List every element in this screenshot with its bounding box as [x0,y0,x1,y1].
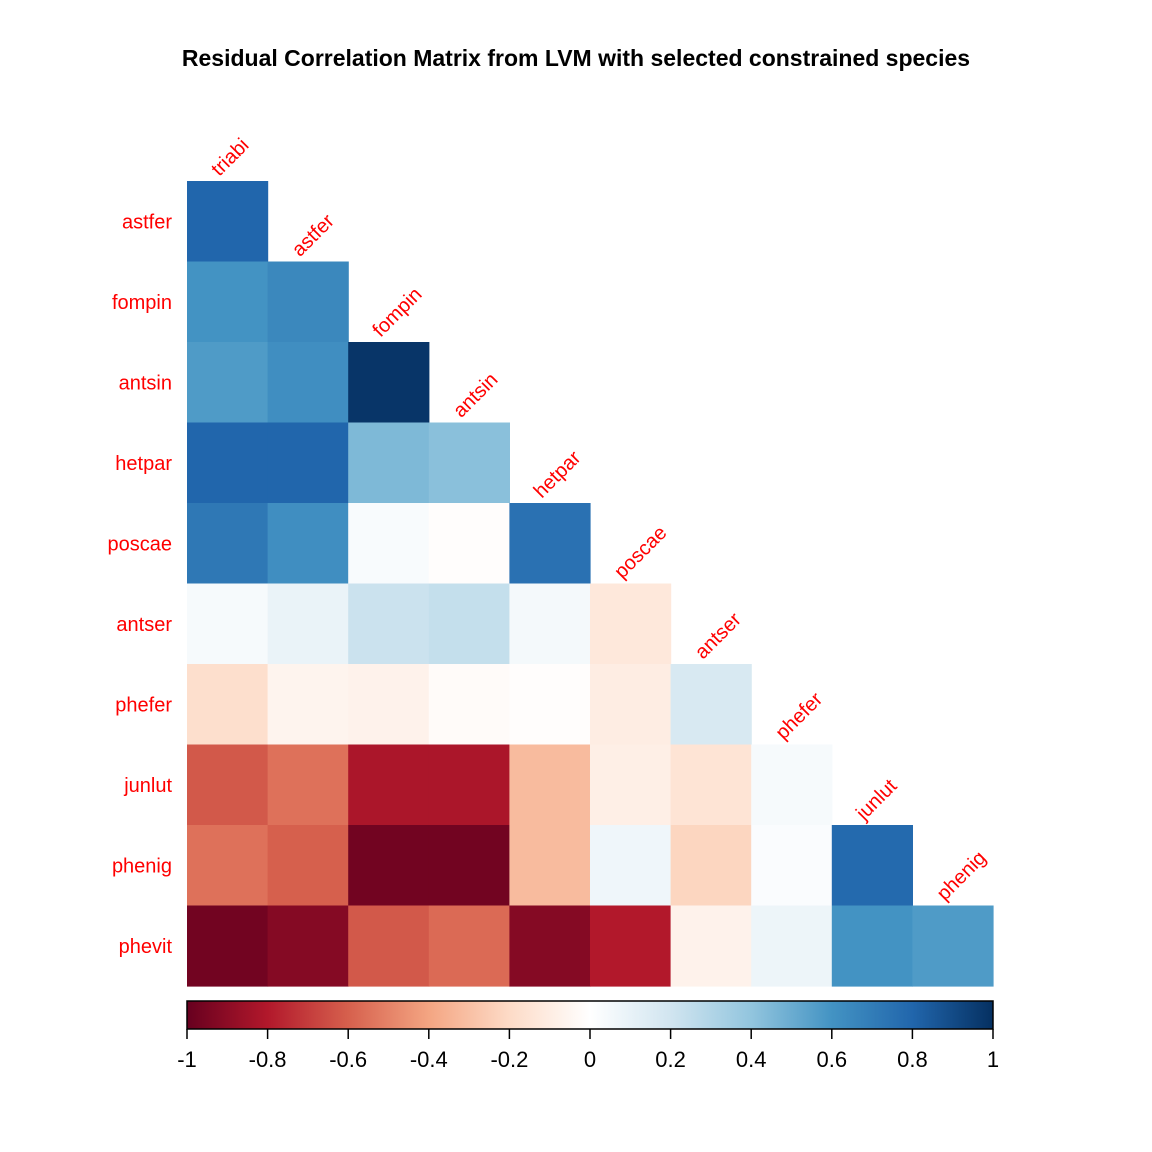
heatmap-cell-antsin-triabi [187,342,269,424]
heatmap-cell-junlut-poscae [590,744,672,826]
column-label-triabi: triabi [207,134,253,180]
heatmap-cell-antser-fompin [348,583,430,665]
heatmap-cell-poscae-hetpar [509,503,591,585]
heatmap-cell-poscae-fompin [348,503,430,585]
colorbar-tick-label: -0.4 [410,1047,448,1072]
row-label-poscae: poscae [108,533,173,555]
heatmap-cell-phevit-fompin [348,905,430,987]
heatmap-cells [187,181,994,987]
heatmap-cell-phefer-fompin [348,664,430,746]
heatmap-cell-phenig-junlut [831,825,913,907]
colorbar-tick-label: 1 [987,1047,999,1072]
row-label-phenig: phenig [112,855,172,877]
heatmap-cell-phenig-triabi [187,825,269,907]
colorbar-gradient [186,1000,994,1030]
heatmap-cell-phevit-antser [670,905,752,987]
column-label-antsin: antsin [449,369,502,422]
heatmap-cell-phevit-phenig [912,905,994,987]
colorbar-tick-label: -0.2 [490,1047,528,1072]
heatmap-cell-hetpar-astfer [267,422,349,504]
heatmap-cell-phenig-antser [670,825,752,907]
heatmap-cell-phevit-antsin [428,905,510,987]
heatmap-cell-phevit-poscae [590,905,672,987]
heatmap-cell-phefer-hetpar [509,664,591,746]
heatmap-cell-phefer-poscae [590,664,672,746]
colorbar-tick-label: -0.6 [329,1047,367,1072]
heatmap-cell-junlut-antsin [428,744,510,826]
heatmap-cell-hetpar-fompin [348,422,430,504]
heatmap-cell-phenig-astfer [267,825,349,907]
row-label-astfer: astfer [122,211,172,233]
row-label-junlut: junlut [123,775,172,797]
row-label-antsin: antsin [119,372,172,394]
colorbar-tick-label: -1 [177,1047,197,1072]
row-label-fompin: fompin [112,292,172,314]
column-label-poscae: poscae [610,522,671,583]
heatmap-cell-phefer-astfer [267,664,349,746]
heatmap-cell-phenig-poscae [590,825,672,907]
row-label-phefer: phefer [115,694,172,716]
heatmap-cell-phenig-fompin [348,825,430,907]
column-label-fompin: fompin [368,284,426,342]
heatmap-cell-phefer-antsin [428,664,510,746]
heatmap-cell-antsin-fompin [348,342,430,424]
column-label-phefer: phefer [771,688,827,744]
colorbar-tick-label: 0.8 [897,1047,928,1072]
heatmap-cell-antser-poscae [590,583,672,665]
heatmap-cell-antser-astfer [267,583,349,665]
heatmap-cell-antser-antsin [428,583,510,665]
row-label-phevit: phevit [119,936,173,958]
heatmap-cell-phevit-phefer [751,905,833,987]
colorbar-tick-label: 0.6 [817,1047,848,1072]
heatmap-cell-antser-triabi [187,583,269,665]
heatmap-cell-poscae-triabi [187,503,269,585]
colorbar-ticks: -1 -0.8 -0.6 -0.4 -0.2 0 0.2 0.4 0.6 0.8 1 [177,1029,999,1072]
heatmap-cell-phevit-junlut [831,905,913,987]
heatmap-cell-phenig-phefer [751,825,833,907]
row-labels: astfer fompin antsin hetpar poscae antser phef… [108,211,173,958]
heatmap-cell-phefer-triabi [187,664,269,746]
colorbar: -1 -0.8 -0.6 -0.4 -0.2 0 0.2 0.4 0.6 0.8 1 [177,1000,999,1072]
heatmap-cell-antser-hetpar [509,583,591,665]
heatmap-cell-junlut-hetpar [509,744,591,826]
heatmap-cell-hetpar-triabi [187,422,269,504]
heatmap-cell-fompin-astfer [267,261,349,343]
heatmap-cell-junlut-astfer [267,744,349,826]
heatmap-cell-fompin-triabi [187,261,269,343]
column-label-junlut: junlut [851,775,901,825]
heatmap-cell-phevit-triabi [187,905,269,987]
column-label-antser: antser [691,608,746,663]
colorbar-tick-label: 0.4 [736,1047,767,1072]
heatmap-cell-phenig-antsin [428,825,510,907]
heatmap-cell-astfer-triabi [187,181,269,263]
column-label-hetpar: hetpar [530,447,586,503]
colorbar-tick-label: 0 [584,1047,596,1072]
heatmap-cell-poscae-antsin [428,503,510,585]
heatmap-cell-phevit-astfer [267,905,349,987]
heatmap-cell-junlut-antser [670,744,752,826]
heatmap-cell-poscae-astfer [267,503,349,585]
heatmap-cell-junlut-triabi [187,744,269,826]
chart-title: Residual Correlation Matrix from LVM wit… [182,45,970,71]
heatmap-cell-phenig-hetpar [509,825,591,907]
heatmap-cell-antsin-astfer [267,342,349,424]
row-label-hetpar: hetpar [115,453,172,475]
heatmap-cell-junlut-fompin [348,744,430,826]
column-label-phenig: phenig [933,847,991,905]
heatmap-cell-hetpar-antsin [428,422,510,504]
row-label-antser: antser [116,614,172,636]
heatmap-cell-phevit-hetpar [509,905,591,987]
colorbar-tick-label: -0.8 [249,1047,287,1072]
heatmap-cell-junlut-phefer [751,744,833,826]
column-label-astfer: astfer [288,210,339,261]
colorbar-tick-label: 0.2 [655,1047,686,1072]
heatmap-cell-phefer-antser [670,664,752,746]
